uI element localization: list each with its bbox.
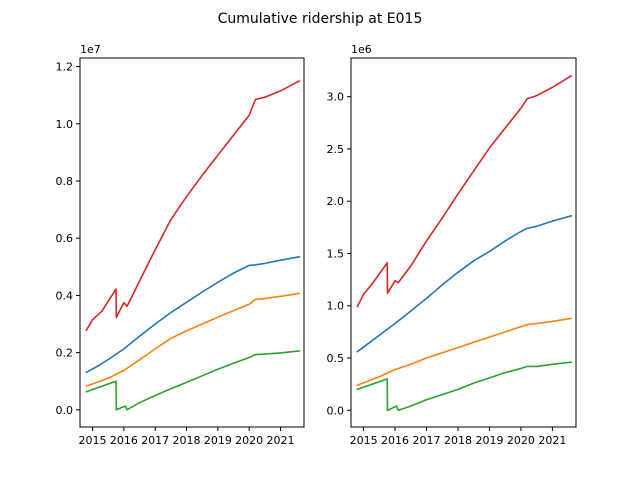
right-x-tick-label: 2015	[350, 434, 378, 447]
right-x-tick-label: 2021	[538, 434, 566, 447]
chart-title: Cumulative ridership at E015	[218, 11, 423, 27]
left-panel: 1e7 2015 2016 2017 2018 2019 2020 2021 0.0 0.2 0.…	[56, 43, 305, 447]
left-y-tick-label: 1.0	[56, 118, 74, 131]
left-x-tick-label: 2017	[141, 434, 169, 447]
left-y-tick-label: 0.6	[56, 232, 74, 245]
right-x-tick-label: 2018	[444, 434, 472, 447]
right-y-tick-label: 0.0	[327, 404, 345, 417]
left-ticks: 2015 2016 2017 2018 2019 2020 2021 0.0 0.2 0.4 0.6…	[56, 61, 295, 447]
left-y-tick-label: 0.8	[56, 175, 74, 188]
right-series-line-2	[356, 317, 573, 387]
right-ticks: 2015 2016 2017 2018 2019 2020 2021 0.0 0.5 1.0 1.5…	[327, 91, 567, 447]
right-offset-text: 1e6	[351, 43, 372, 56]
left-x-tick-label: 2018	[173, 434, 201, 447]
left-x-tick-label: 2021	[267, 434, 295, 447]
left-y-tick-label: 1.2	[56, 61, 74, 74]
right-y-tick-label: 1.0	[327, 300, 345, 313]
right-y-tick-label: 2.5	[327, 143, 345, 156]
left-series-line-2	[85, 292, 301, 387]
left-x-tick-label: 2016	[110, 434, 138, 447]
left-y-tick-label: 0.4	[56, 289, 74, 302]
right-axes-frame	[350, 57, 577, 428]
left-series-lines	[85, 80, 301, 411]
left-x-tick-label: 2015	[79, 434, 107, 447]
right-y-tick-label: 0.5	[327, 352, 345, 365]
right-x-tick-label: 2016	[381, 434, 409, 447]
right-x-tick-label: 2020	[507, 434, 535, 447]
right-series-line-4	[356, 75, 573, 308]
left-y-tick-label: 0.0	[56, 404, 74, 417]
left-offset-text: 1e7	[80, 43, 101, 56]
right-x-tick-label: 2017	[413, 434, 441, 447]
left-series-line-1	[85, 255, 301, 374]
right-y-tick-label: 3.0	[327, 91, 345, 104]
right-series-lines	[356, 75, 573, 412]
right-x-tick-label: 2019	[475, 434, 503, 447]
left-y-tick-label: 0.2	[56, 347, 74, 360]
left-series-line-3	[85, 350, 301, 411]
left-x-tick-label: 2019	[204, 434, 232, 447]
left-x-tick-label: 2020	[235, 434, 263, 447]
left-axes-frame	[79, 57, 305, 428]
left-series-line-4	[85, 80, 301, 332]
right-series-line-3	[356, 361, 573, 412]
right-series-line-1	[356, 215, 573, 353]
right-y-tick-label: 1.5	[327, 247, 345, 260]
right-y-tick-label: 2.0	[327, 195, 345, 208]
right-panel: 1e6 2015 2016 2017 2018 2019 2020 2021 0.0 0.5 1.…	[327, 43, 577, 447]
